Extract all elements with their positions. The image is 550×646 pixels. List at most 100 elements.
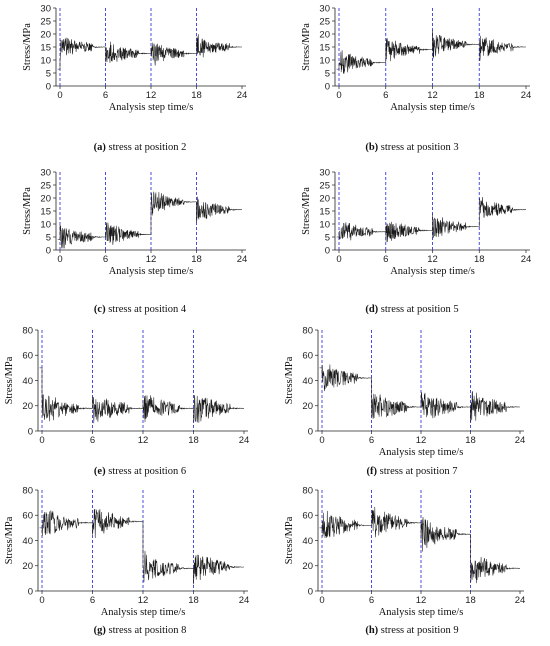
y-tick-label: 60 [22, 351, 33, 362]
y-tick-label: 25 [40, 16, 51, 27]
x-tick-label: 12 [416, 435, 427, 446]
x-tick-label: 12 [416, 595, 427, 606]
x-tick-label: 0 [319, 595, 324, 606]
x-axis-label: Analysis step time/s [101, 607, 186, 618]
y-axis-label: Stress/MPa [301, 23, 312, 71]
x-tick-label: 18 [465, 595, 476, 606]
y-tick-label: 0 [46, 245, 51, 256]
y-tick-label: 40 [302, 376, 313, 387]
panel-letter: (c) [94, 304, 106, 315]
y-tick-label: 0 [308, 586, 313, 597]
panel-letter: (h) [365, 625, 378, 636]
y-tick-label: 20 [302, 401, 313, 412]
x-tick-label: 18 [191, 254, 202, 265]
x-tick-label: 0 [336, 254, 341, 265]
x-tick-label: 24 [237, 90, 248, 101]
panel-caption: (f) stress at position 7 [367, 466, 458, 477]
panel-caption-text: stress at position 8 [106, 625, 187, 636]
y-tick-label: 40 [302, 536, 313, 547]
stress-series [57, 191, 242, 249]
y-tick-label: 80 [302, 485, 313, 496]
panel-caption: (b) stress at position 3 [365, 142, 458, 153]
y-tick-label: 60 [302, 511, 313, 522]
x-tick-label: 24 [515, 435, 526, 446]
x-tick-label: 18 [191, 90, 202, 101]
x-axis-label: Analysis step time/s [390, 266, 475, 277]
y-axis-label: Stress/MPa [4, 356, 15, 404]
x-tick-label: 18 [188, 595, 199, 606]
x-tick-label: 24 [521, 90, 532, 101]
y-tick-label: 0 [28, 426, 33, 437]
x-tick-label: 12 [146, 90, 157, 101]
x-tick-label: 18 [474, 90, 485, 101]
panel-letter: (d) [365, 304, 378, 315]
y-tick-label: 20 [40, 29, 51, 40]
y-tick-label: 15 [40, 206, 51, 217]
x-axis-label: Analysis step time/s [379, 447, 464, 458]
y-tick-label: 30 [40, 3, 51, 14]
y-tick-label: 30 [40, 167, 51, 178]
x-tick-label: 0 [39, 595, 44, 606]
stress-series [336, 30, 526, 74]
y-tick-label: 0 [325, 81, 330, 92]
stress-series [39, 508, 244, 585]
panel-caption-text: stress at position 7 [377, 466, 458, 477]
x-tick-label: 0 [57, 254, 62, 265]
y-tick-label: 20 [319, 29, 330, 40]
y-tick-label: 10 [319, 55, 330, 66]
y-tick-label: 0 [46, 81, 51, 92]
x-tick-label: 6 [369, 435, 374, 446]
x-tick-label: 12 [146, 254, 157, 265]
panel-caption-text: stress at position 6 [106, 466, 187, 477]
x-tick-label: 12 [138, 435, 149, 446]
stress-series [57, 34, 242, 70]
x-axis-label: Analysis step time/s [109, 102, 194, 113]
y-axis-label: Stress/MPa [284, 356, 295, 404]
y-tick-label: 15 [319, 42, 330, 53]
y-tick-label: 80 [302, 325, 313, 336]
y-tick-label: 25 [319, 180, 330, 191]
x-tick-label: 6 [90, 595, 95, 606]
x-tick-label: 12 [138, 595, 149, 606]
y-tick-label: 10 [40, 55, 51, 66]
y-tick-label: 30 [319, 3, 330, 14]
stress-series [39, 367, 244, 424]
y-tick-label: 0 [308, 426, 313, 437]
y-tick-label: 20 [319, 193, 330, 204]
chart-h: 0 20 40 60 80 0 6 12 18 24 Stress/MPa Analysis step… [284, 485, 525, 636]
y-tick-label: 5 [46, 232, 51, 243]
y-tick-label: 5 [325, 68, 330, 79]
x-tick-label: 18 [465, 435, 476, 446]
y-axis-label: Stress/MPa [4, 516, 15, 564]
y-tick-label: 20 [22, 401, 33, 412]
panel-caption-text: stress at position 2 [106, 142, 187, 153]
x-tick-label: 12 [427, 90, 438, 101]
y-tick-label: 10 [40, 219, 51, 230]
y-tick-label: 60 [22, 511, 33, 522]
x-tick-label: 6 [103, 254, 108, 265]
x-axis-label: Analysis step time/s [390, 102, 475, 113]
y-tick-label: 20 [22, 561, 33, 572]
y-tick-label: 5 [46, 68, 51, 79]
chart-e: 0 20 40 60 80 0 6 12 18 24 Stress/MPa (e) stress at… [4, 325, 249, 477]
y-tick-label: 0 [28, 586, 33, 597]
chart-g: 0 20 40 60 80 0 6 12 18 24 Stress/MPa Analysis step… [4, 485, 249, 636]
panel-caption: (e) stress at position 6 [94, 466, 186, 477]
x-axis-label: Analysis step time/s [109, 266, 194, 277]
y-tick-label: 30 [319, 167, 330, 178]
panel-letter: (g) [94, 625, 107, 636]
y-axis-label: Stress/MPa [22, 187, 33, 235]
stress-series [319, 364, 520, 423]
y-tick-label: 80 [22, 325, 33, 336]
panel-caption: (d) stress at position 5 [365, 304, 458, 315]
y-tick-label: 20 [40, 193, 51, 204]
panel-caption-text: stress at position 9 [378, 625, 459, 636]
x-tick-label: 0 [336, 90, 341, 101]
x-tick-label: 24 [239, 435, 250, 446]
y-tick-label: 10 [319, 219, 330, 230]
x-tick-label: 12 [427, 254, 438, 265]
stress-series [319, 506, 520, 584]
